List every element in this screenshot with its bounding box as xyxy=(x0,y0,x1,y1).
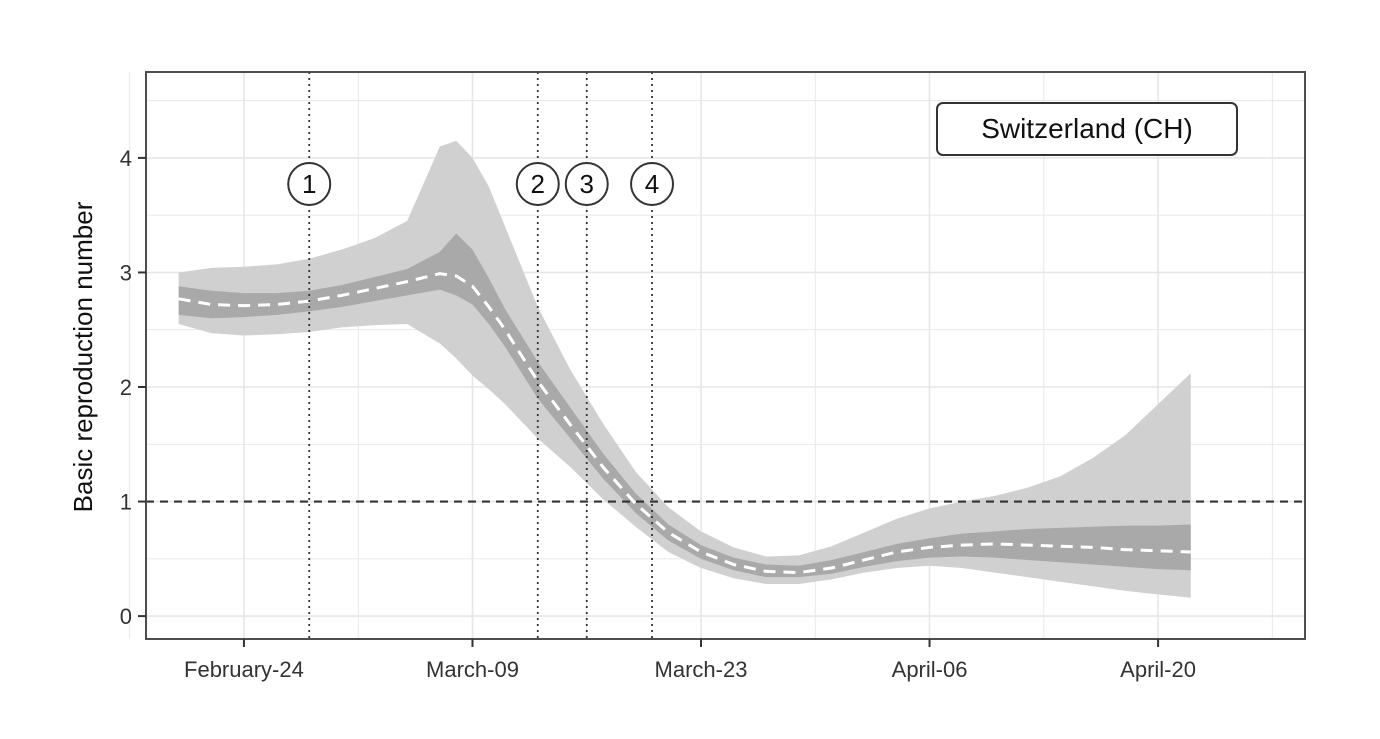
intervention-badge-circle xyxy=(630,162,675,206)
intervention-badge-label: 4 xyxy=(645,169,659,199)
y-tick-label: 2 xyxy=(120,375,132,400)
x-tick-label: April-20 xyxy=(1120,657,1196,682)
intervention-badges: 1 2 3 4 xyxy=(287,162,675,206)
country-label-frame xyxy=(936,102,1238,156)
x-tick-label: February-24 xyxy=(184,657,304,682)
intervention-badge-circle xyxy=(515,162,560,206)
intervention-badge-label: 2 xyxy=(531,169,545,199)
intervention-badge-label: 3 xyxy=(580,169,594,199)
intervention-badge-circle xyxy=(564,162,609,206)
outer-credible-band xyxy=(178,140,1191,598)
uncertainty-bands xyxy=(178,140,1191,598)
country-label: Switzerland (CH) xyxy=(981,113,1193,144)
median-line-group xyxy=(178,272,1191,575)
country-label-box: Switzerland (CH) xyxy=(936,102,1238,156)
x-tick-label: April-06 xyxy=(892,657,968,682)
x-axis-ticks: February-24 March-09 March-23 April-06 April… xyxy=(184,639,1196,682)
y-tick-label: 3 xyxy=(120,260,132,285)
inner-credible-band xyxy=(178,233,1191,578)
intervention-badge-circle xyxy=(287,162,332,206)
plot-frame xyxy=(145,71,1306,640)
y-axis-ticks: 0 1 2 3 4 xyxy=(120,146,146,629)
y-tick-label: 0 xyxy=(120,604,132,629)
y-axis-label: Basic reproduction number xyxy=(68,201,98,512)
intervention-lines xyxy=(308,72,653,639)
x-tick-label: March-23 xyxy=(655,657,748,682)
intervention-badge-label: 1 xyxy=(302,169,316,199)
x-tick-label: March-09 xyxy=(426,657,519,682)
median-line xyxy=(178,272,1191,575)
y-tick-label: 4 xyxy=(120,146,132,171)
y-tick-label: 1 xyxy=(120,490,132,515)
